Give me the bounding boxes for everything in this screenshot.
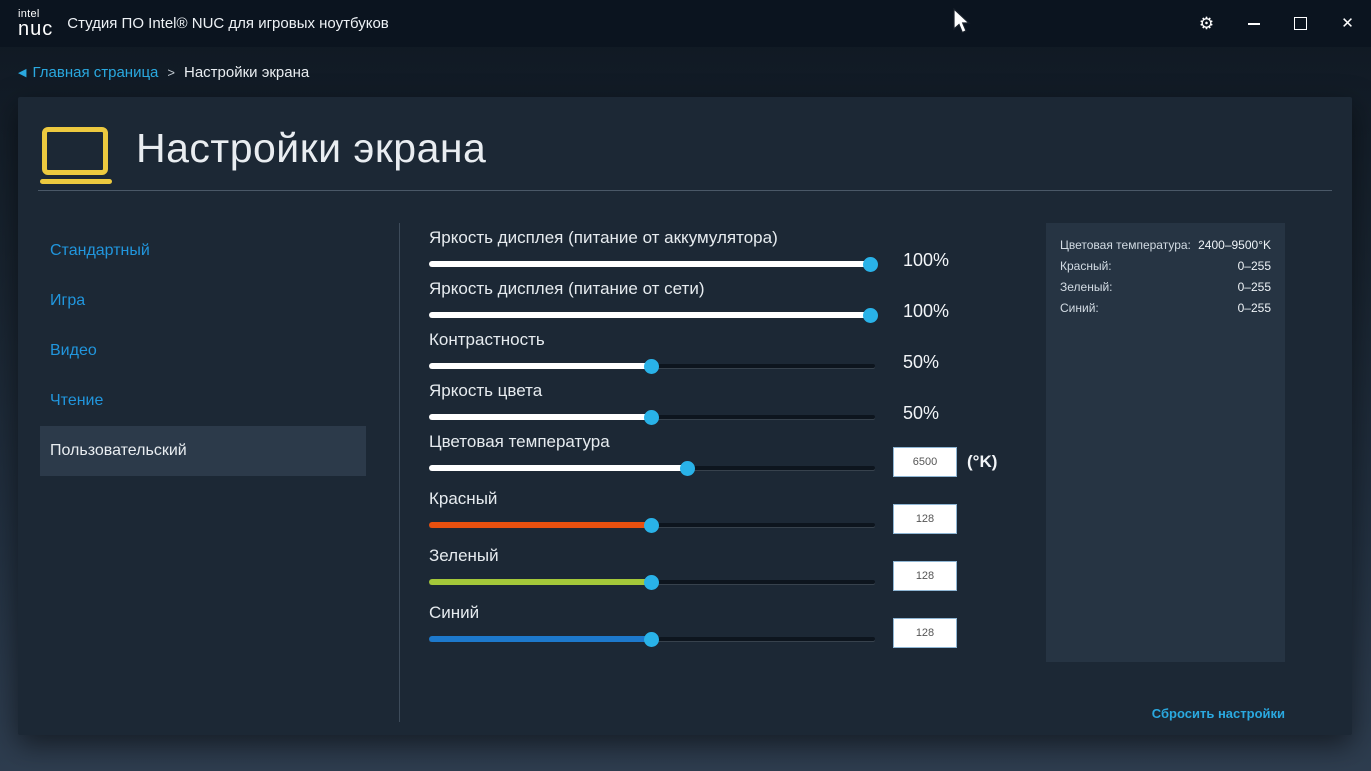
slider-value: 100% [903, 300, 950, 321]
slider-thumb[interactable] [679, 461, 695, 476]
card-header: Настройки экрана [40, 123, 487, 184]
breadcrumb-separator: > [167, 64, 175, 80]
info-label: Синий: [1060, 301, 1099, 315]
slider-value: 50% [903, 402, 940, 423]
slider-value-input[interactable] [893, 617, 957, 648]
info-value: 2400–9500°K [1198, 238, 1271, 252]
slider-thumb[interactable] [644, 632, 659, 647]
info-value: 0–255 [1237, 259, 1271, 273]
slider-thumb[interactable] [862, 257, 878, 272]
sliders-section: Яркость дисплея (питание от аккумулятора… [429, 228, 997, 660]
slider-thumb[interactable] [644, 575, 659, 590]
slider-row-7: Синий [429, 603, 989, 648]
slider-track[interactable] [429, 358, 875, 374]
slider-value-input[interactable] [893, 560, 957, 591]
slider-label: Синий [429, 603, 480, 622]
breadcrumb: ◀ Главная страница > Настройки экрана [0, 47, 1371, 97]
slider-row-3: Яркость цвета 50% [429, 381, 989, 425]
display-settings-card: Настройки экрана Стандартный Игра Видео Чте… [18, 97, 1352, 735]
maximize-icon [1294, 17, 1307, 30]
slider-row-1: Яркость дисплея (питание от сети) 100% [429, 279, 989, 323]
slider-row-0: Яркость дисплея (питание от аккумулятора… [429, 228, 989, 272]
info-label: Цветовая температура: [1060, 238, 1191, 252]
title-bar: intel nuc Студия ПО Intel® NUC для игров… [0, 0, 1371, 47]
slider-value-input[interactable] [893, 446, 957, 477]
slider-track[interactable] [429, 256, 878, 272]
slider-row-2: Контрастность 50% [429, 330, 989, 374]
maximize-button[interactable] [1277, 0, 1324, 47]
slider-label: Цветовая температура [429, 432, 610, 451]
vertical-divider [399, 223, 400, 722]
info-row-0: Цветовая температура: 2400–9500°K [1060, 238, 1271, 252]
nav-item-4[interactable]: Пользовательский [40, 426, 366, 476]
info-row-2: Зеленый: 0–255 [1060, 280, 1271, 294]
breadcrumb-home-link[interactable]: Главная страница [32, 63, 159, 81]
info-row-3: Синий: 0–255 [1060, 301, 1271, 315]
slider-label: Зеленый [429, 546, 499, 565]
slider-label: Яркость дисплея (питание от аккумулятора… [429, 228, 778, 247]
slider-label: Яркость дисплея (питание от сети) [429, 279, 705, 298]
slider-track[interactable] [429, 307, 878, 323]
breadcrumb-current: Настройки экрана [183, 63, 310, 81]
slider-thumb[interactable] [862, 308, 878, 323]
slider-label: Яркость цвета [429, 381, 543, 400]
slider-label: Красный [429, 489, 498, 508]
window-controls: ⚙ ✕ [1183, 0, 1371, 47]
minimize-button[interactable] [1230, 0, 1277, 47]
info-label: Зеленый: [1060, 280, 1113, 294]
logo-intel-text: intel [18, 7, 40, 20]
slider-thumb[interactable] [644, 410, 659, 425]
slider-row-6: Зеленый [429, 546, 989, 591]
close-button[interactable]: ✕ [1324, 0, 1371, 47]
slider-value: 100% [903, 249, 950, 270]
info-row-1: Красный: 0–255 [1060, 259, 1271, 273]
slider-value-input[interactable] [893, 503, 957, 534]
preset-nav: Стандартный Игра Видео Чтение Пользовательск… [40, 226, 366, 476]
info-value: 0–255 [1237, 280, 1271, 294]
nav-item-0[interactable]: Стандартный [50, 242, 150, 259]
nav-item-3[interactable]: Чтение [50, 392, 104, 409]
header-divider [38, 190, 1332, 191]
slider-track[interactable] [429, 574, 875, 590]
slider-label: Контрастность [429, 330, 545, 349]
slider-unit-label: (°K) [967, 452, 998, 471]
nav-item-2[interactable]: Видео [50, 342, 97, 359]
laptop-icon [40, 127, 112, 184]
intel-nuc-logo: intel nuc [18, 7, 54, 40]
slider-track[interactable] [429, 409, 875, 425]
page-title: Настройки экрана [136, 125, 487, 171]
slider-thumb[interactable] [644, 518, 659, 533]
ranges-info-panel: Цветовая температура: 2400–9500°K Красный:… [1046, 223, 1285, 662]
slider-track[interactable] [429, 631, 875, 647]
minimize-icon [1247, 22, 1260, 25]
settings-button[interactable]: ⚙ [1183, 0, 1230, 47]
back-arrow-icon[interactable]: ◀ [18, 66, 27, 79]
close-icon: ✕ [1341, 15, 1354, 32]
slider-track[interactable] [429, 460, 875, 476]
app-title: Студия ПО Intel® NUC для игровых ноутбук… [67, 15, 389, 32]
slider-thumb[interactable] [644, 359, 659, 374]
slider-row-5: Красный [429, 489, 989, 534]
info-value: 0–255 [1237, 301, 1271, 315]
slider-value: 50% [903, 351, 940, 372]
info-label: Красный: [1060, 259, 1112, 273]
logo-nuc-text: nuc [18, 17, 54, 40]
reset-settings-link[interactable]: Сбросить настройки [1151, 706, 1285, 721]
slider-row-4: Цветовая температура (°K) [429, 432, 997, 477]
nav-item-1[interactable]: Игра [50, 292, 86, 309]
gear-icon: ⚙ [1198, 13, 1215, 33]
slider-track[interactable] [429, 517, 875, 533]
